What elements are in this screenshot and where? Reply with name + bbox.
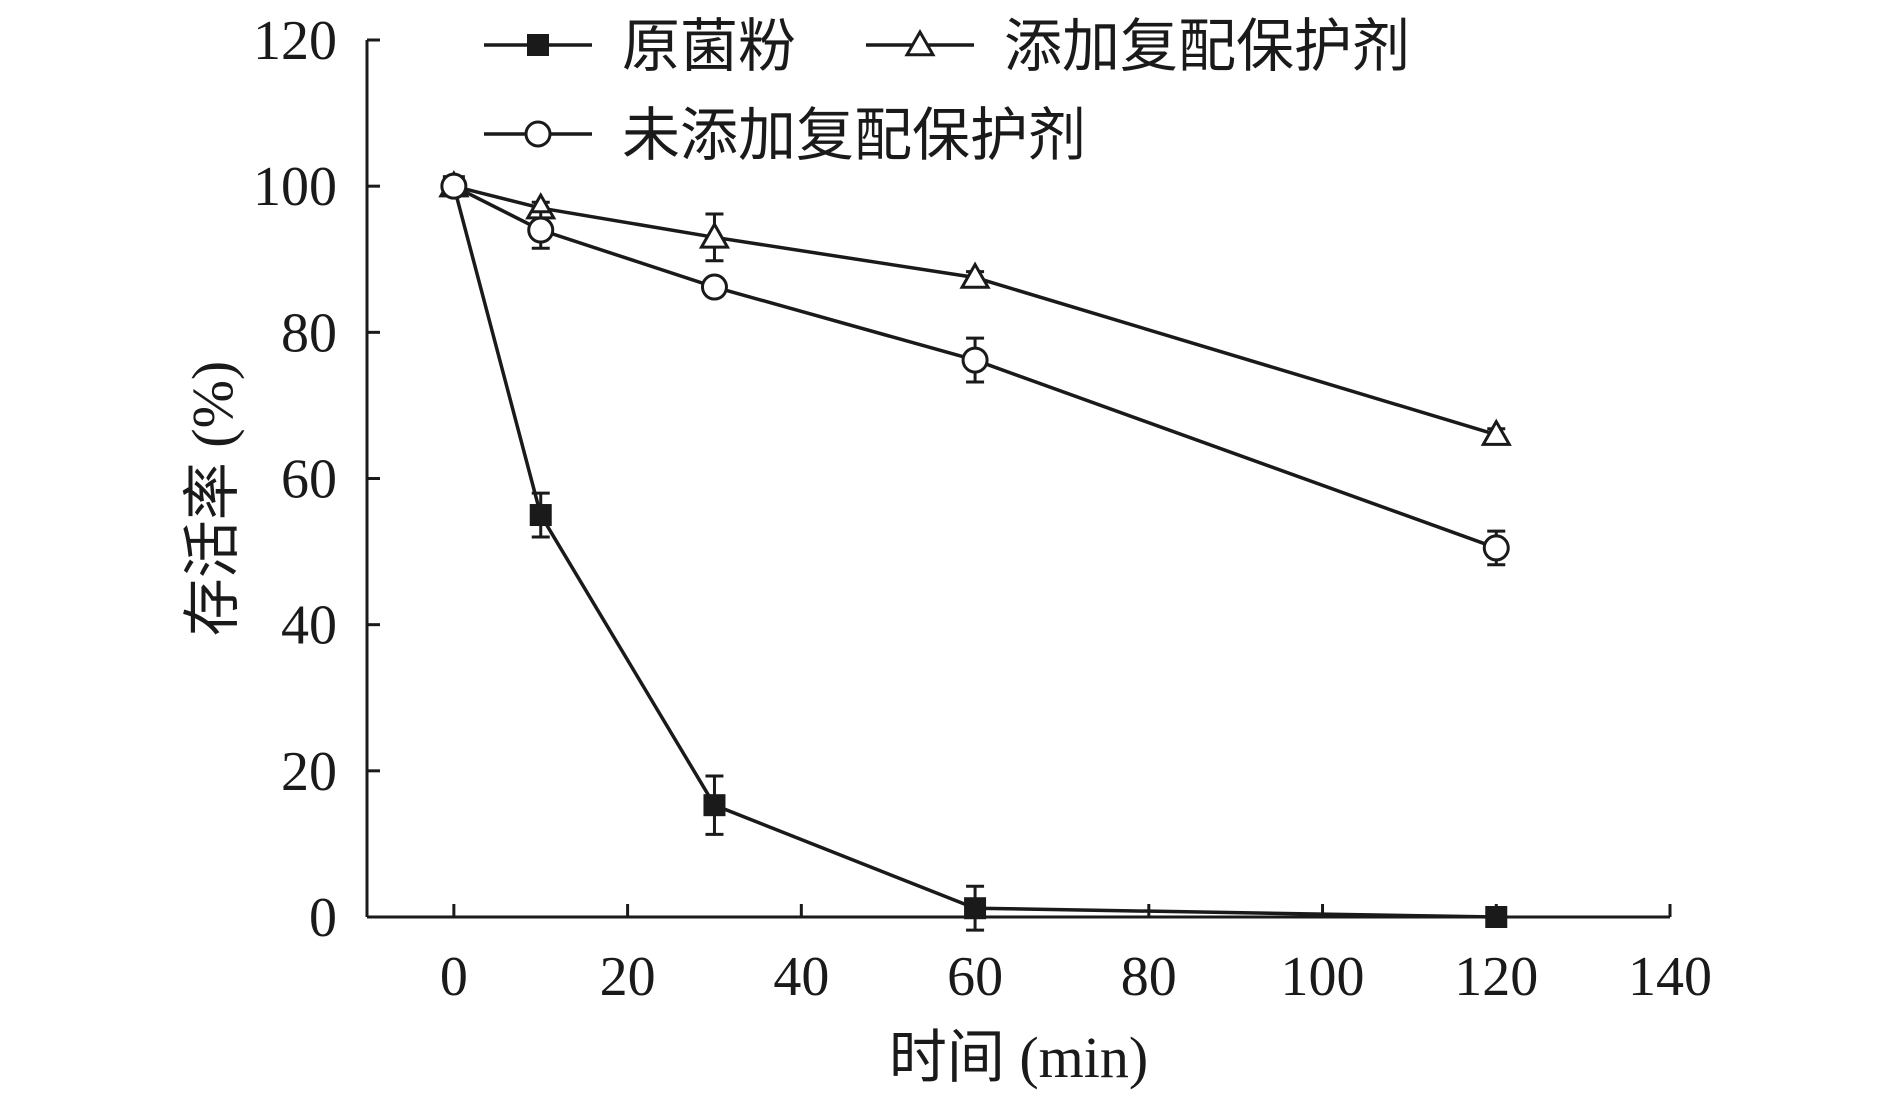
data-point (529, 504, 552, 527)
data-point (440, 172, 468, 200)
series-line (453, 184, 1497, 437)
x-tick-label: 120 (1454, 946, 1538, 1008)
data-point (700, 273, 728, 301)
data-point (703, 794, 726, 817)
x-tick-label: 80 (1121, 946, 1177, 1008)
x-tick-label: 0 (440, 946, 468, 1008)
data-point (961, 346, 989, 374)
legend-item: 添加复配保护剂 (866, 14, 1410, 79)
data-point (1480, 418, 1512, 446)
series-3 (440, 172, 1510, 567)
x-tick-label: 100 (1281, 946, 1365, 1008)
x-ticks: 0 20 40 60 80 100 120 140 (440, 904, 1712, 1008)
y-axis-label: 存活率 (%) (180, 361, 245, 636)
data-point (698, 221, 731, 249)
y-tick-label: 120 (253, 10, 337, 72)
data-point (1485, 906, 1508, 928)
x-axis-label: 时间 (min) (889, 1025, 1148, 1090)
x-tick-label: 20 (600, 946, 656, 1008)
series-group (438, 170, 1512, 932)
x-tick-label: 60 (947, 946, 1003, 1008)
legend-label: 原菌粉 (622, 14, 796, 79)
data-point (1482, 534, 1510, 562)
data-point (964, 897, 987, 920)
legend-item: 原菌粉 (484, 14, 796, 79)
legend-label: 添加复配保护剂 (1004, 14, 1410, 79)
axes (365, 40, 1670, 919)
legend-marker (904, 28, 936, 57)
legend-item: 未添加复配保护剂 (484, 103, 1086, 168)
x-tick-label: 40 (773, 946, 829, 1008)
y-tick-label: 40 (281, 595, 337, 657)
data-point (527, 216, 555, 244)
legend-marker (524, 120, 552, 148)
legend-label: 未添加复配保护剂 (622, 103, 1086, 168)
y-ticks: 0 20 40 60 80 100 120 (253, 10, 380, 949)
y-tick-label: 100 (253, 156, 337, 218)
series-2 (438, 170, 1512, 446)
series-line (452, 185, 1497, 919)
legend-marker (527, 34, 549, 56)
x-tick-label: 140 (1628, 946, 1712, 1008)
y-tick-label: 0 (309, 887, 337, 949)
y-tick-label: 60 (281, 449, 337, 511)
y-tick-label: 20 (281, 741, 337, 803)
data-point (959, 261, 991, 289)
y-tick-label: 80 (281, 302, 337, 364)
